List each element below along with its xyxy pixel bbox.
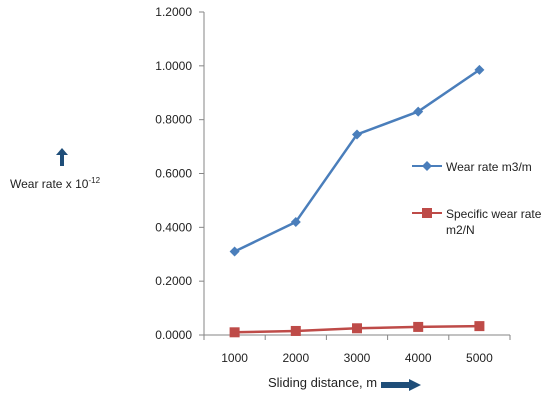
x-tick-label: 3000: [344, 351, 371, 365]
data-point: [229, 327, 240, 338]
y-axis: 0.0000 0.2000 0.4000 0.6000 0.8000 1.0000 1.20…: [155, 5, 205, 342]
legend-diamond-marker: [412, 161, 442, 171]
y-axis-label: Wear rate x 10-12: [10, 176, 101, 191]
y-tick-label: 1.0000: [155, 59, 192, 73]
x-axis-label: Sliding distance, m: [268, 375, 378, 390]
data-point: [352, 323, 362, 334]
up-arrow-icon: [56, 148, 68, 171]
right-arrow-icon: [381, 378, 421, 396]
series-2: [229, 321, 485, 338]
data-point: [474, 321, 485, 332]
y-tick-label: 0.8000: [155, 113, 192, 127]
legend-label: Wear rate m3/m: [446, 160, 532, 174]
data-point: [229, 246, 240, 257]
y-tick-label: 0.0000: [155, 328, 192, 342]
y-tick-label: 0.2000: [155, 274, 192, 288]
legend-square-marker: [412, 208, 442, 218]
series-1: [229, 64, 485, 257]
data-point: [413, 106, 424, 117]
data-point: [290, 325, 301, 336]
x-axis: 1000 2000 3000 4000 5000: [203, 334, 511, 365]
x-tick-label: 4000: [405, 351, 432, 365]
data-point: [290, 216, 301, 227]
data-point: [474, 64, 485, 75]
series-layer: [229, 64, 485, 338]
y-tick-label: 1.2000: [155, 5, 192, 19]
x-tick-label: 1000: [221, 351, 248, 365]
y-tick-label: 0.4000: [155, 220, 192, 234]
x-tick-label: 2000: [282, 351, 309, 365]
legend-label: Specific wear rate m2/N: [446, 207, 542, 237]
series-line: [234, 68, 481, 253]
x-tick-label: 5000: [466, 351, 493, 365]
data-point: [352, 129, 362, 140]
y-tick-label: 0.6000: [155, 167, 192, 181]
data-point: [413, 321, 424, 332]
